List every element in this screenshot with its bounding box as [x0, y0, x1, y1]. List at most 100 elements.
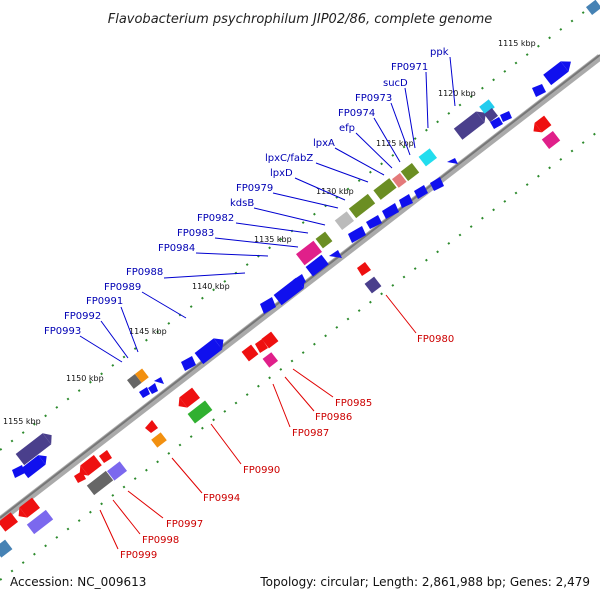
gene-arrow[interactable] [348, 226, 366, 243]
gene-arrow[interactable] [187, 400, 213, 424]
gene-label[interactable]: FP0997 [166, 519, 203, 530]
gene-label[interactable]: FP0989 [104, 282, 141, 293]
gene-arrow[interactable] [194, 338, 223, 365]
gene-arrow[interactable] [414, 185, 428, 199]
gene-label[interactable]: lpxC/fabZ [265, 153, 313, 164]
gene-label[interactable]: FP0984 [158, 243, 195, 254]
gene-arrow[interactable] [560, 56, 575, 72]
gene-arrow[interactable] [260, 297, 276, 314]
tick-label: 1135 kbp [254, 235, 292, 244]
gene-label[interactable]: FP0991 [86, 296, 123, 307]
gene-label[interactable]: ppk [430, 47, 449, 58]
gene-arrow[interactable] [179, 387, 200, 408]
gene-arrow[interactable] [530, 122, 542, 136]
gene-arrow[interactable] [261, 331, 279, 349]
gene-arrow[interactable] [391, 172, 407, 188]
gene-arrow[interactable] [42, 430, 56, 445]
gene-arrow[interactable] [334, 211, 354, 231]
gene-arrow[interactable] [273, 277, 304, 306]
gene-arrow[interactable] [0, 512, 18, 532]
gene-arrow[interactable] [315, 231, 333, 249]
gene-arrow[interactable] [373, 178, 397, 200]
gene-label[interactable]: FP0999 [120, 550, 157, 561]
reverse-genes [0, 0, 600, 558]
tick-label: 1145 kbp [129, 327, 167, 336]
gene-arrow[interactable] [479, 99, 495, 115]
gene-label[interactable]: FP0973 [355, 93, 392, 104]
gene-arrow[interactable] [12, 465, 25, 478]
gene-label[interactable]: FP0992 [64, 311, 101, 322]
gene-arrow[interactable] [400, 162, 420, 182]
accession-text: Accession: NC_009613 [10, 575, 146, 589]
gene-label[interactable]: FP0988 [126, 267, 163, 278]
gene-label[interactable]: FP0979 [236, 183, 273, 194]
gene-arrow[interactable] [532, 84, 546, 97]
gene-label[interactable]: FP0985 [335, 398, 372, 409]
gene-arrow[interactable] [20, 455, 46, 479]
gene-arrow[interactable] [534, 115, 552, 133]
gene-arrow[interactable] [15, 507, 28, 521]
gene-arrow[interactable] [364, 276, 382, 294]
gene-arrow[interactable] [26, 509, 54, 535]
gene-arrow[interactable] [366, 215, 382, 229]
gene-arrow[interactable] [134, 368, 149, 383]
gene-arrow[interactable] [19, 497, 40, 518]
gene-arrow[interactable] [262, 352, 279, 368]
gene-arrow[interactable] [148, 383, 158, 394]
gene-arrow[interactable] [107, 461, 127, 481]
gene-label[interactable]: FP0971 [391, 62, 428, 73]
gene-arrow[interactable] [305, 254, 329, 277]
gene-arrow[interactable] [127, 374, 142, 389]
gene-arrow[interactable] [145, 420, 158, 433]
gene-arrow[interactable] [382, 203, 399, 219]
gene-arrow[interactable] [80, 454, 102, 476]
gene-label[interactable]: FP0990 [243, 465, 280, 476]
gene-arrow[interactable] [329, 250, 342, 258]
gene-arrow[interactable] [86, 470, 114, 496]
gene-arrow[interactable] [139, 387, 150, 398]
gene-arrow[interactable] [585, 0, 600, 16]
gene-arrow[interactable] [348, 193, 376, 219]
gene-arrow[interactable] [490, 117, 503, 129]
gene-arrow[interactable] [99, 450, 112, 463]
gene-arrow[interactable] [500, 111, 512, 122]
gene-label[interactable]: efp [339, 123, 355, 134]
gene-label[interactable]: FP0994 [203, 493, 240, 504]
gene-label[interactable]: FP0987 [292, 428, 329, 439]
gene-label[interactable]: FP0993 [44, 326, 81, 337]
gene-label[interactable]: FP0983 [177, 228, 214, 239]
gene-arrow[interactable] [175, 397, 188, 411]
gene-label[interactable]: sucD [383, 78, 408, 89]
reverse-gene-labels: FP0980 FP0985 FP0986 FP0987 FP0990 FP099… [99, 294, 454, 561]
gene-arrow[interactable] [447, 158, 458, 164]
gene-arrow[interactable] [255, 339, 268, 353]
gene-label[interactable]: lpxA [313, 138, 335, 149]
gene-label[interactable]: FP0980 [417, 334, 454, 345]
gene-arrow[interactable] [15, 433, 52, 466]
gene-label[interactable]: FP0982 [197, 213, 234, 224]
gene-arrow[interactable] [151, 432, 167, 448]
gene-label[interactable]: FP0974 [338, 108, 375, 119]
gene-arrow[interactable] [483, 107, 499, 123]
gene-arrow[interactable] [0, 539, 13, 558]
gene-arrow[interactable] [541, 130, 561, 150]
gene-arrow[interactable] [181, 356, 196, 371]
gene-arrow[interactable] [241, 344, 259, 362]
gene-label[interactable]: lpxD [270, 168, 293, 179]
gene-arrow[interactable] [543, 61, 569, 86]
gene-arrow[interactable] [296, 240, 322, 266]
gene-arrow[interactable] [418, 148, 437, 167]
gene-arrow[interactable] [295, 274, 309, 289]
gene-label[interactable]: FP0986 [315, 412, 352, 423]
gene-arrow[interactable] [453, 111, 485, 140]
gene-arrow[interactable] [38, 451, 50, 465]
gene-arrow[interactable] [399, 194, 413, 208]
gene-arrow[interactable] [213, 334, 228, 350]
gene-label[interactable]: FP0998 [142, 535, 179, 546]
gene-label[interactable]: kdsB [230, 198, 254, 209]
gene-arrow[interactable] [430, 177, 444, 191]
gene-arrow[interactable] [357, 262, 371, 276]
gene-arrow[interactable] [476, 107, 490, 123]
gene-arrow[interactable] [154, 377, 164, 384]
gene-arrow[interactable] [74, 471, 86, 483]
